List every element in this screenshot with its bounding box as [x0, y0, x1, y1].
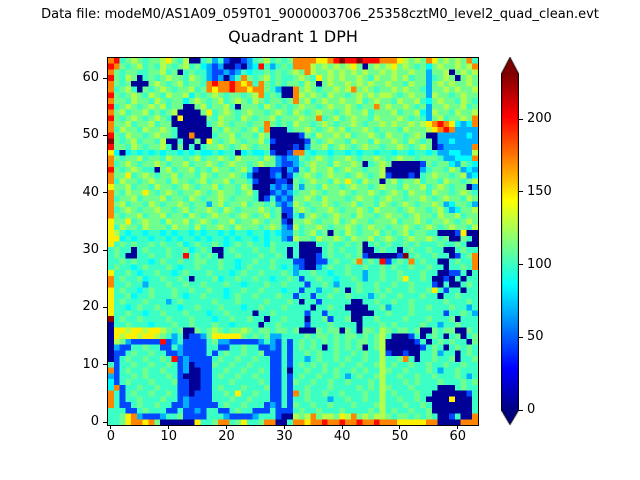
- x-tick-mark: [457, 425, 459, 429]
- heatmap-image: [108, 58, 478, 425]
- colorbar-tick-label: 150: [527, 183, 552, 199]
- x-tick-mark: [110, 425, 112, 429]
- y-tick-label: 50: [82, 127, 99, 143]
- colorbar-tick-mark: [519, 264, 523, 266]
- data-file-label: Data file: modeM0/AS1A09_059T01_90000037…: [41, 7, 599, 22]
- y-tick-label: 10: [82, 356, 99, 372]
- y-tick-mark: [103, 77, 107, 79]
- y-tick-mark: [103, 249, 107, 251]
- colorbar: [501, 57, 519, 426]
- y-tick-label: 20: [82, 299, 99, 315]
- colorbar-tick-mark: [519, 336, 523, 338]
- colorbar-tick-mark: [519, 191, 523, 193]
- colorbar-tick-label: 50: [527, 329, 544, 345]
- x-tick-label: 20: [218, 429, 235, 444]
- y-tick-mark: [103, 192, 107, 194]
- x-tick-label: 40: [333, 429, 351, 444]
- x-tick-label: 60: [449, 429, 467, 444]
- colorbar-tick-label: 100: [527, 256, 552, 272]
- colorbar-tick-label: 0: [527, 402, 536, 417]
- x-tick-label: 30: [276, 429, 293, 444]
- x-tick-mark: [283, 425, 285, 429]
- y-tick-label: 40: [82, 184, 99, 200]
- y-tick-label: 30: [82, 242, 99, 258]
- x-tick-mark: [399, 425, 401, 429]
- x-tick-mark: [226, 425, 228, 429]
- x-tick-label: 50: [391, 429, 409, 444]
- x-tick-mark: [168, 425, 170, 429]
- y-tick-label: 60: [82, 70, 99, 86]
- y-tick-mark: [103, 364, 107, 366]
- y-tick-label: 0: [90, 414, 99, 430]
- colorbar-tick-mark: [519, 409, 523, 411]
- y-tick-mark: [103, 306, 107, 308]
- y-tick-mark: [103, 421, 107, 423]
- colorbar-tick-label: 200: [527, 111, 552, 127]
- chart-title: Quadrant 1 DPH: [228, 27, 358, 46]
- colorbar-tick-mark: [519, 118, 523, 120]
- x-tick-label: 10: [160, 429, 177, 444]
- x-tick-mark: [341, 425, 343, 429]
- axes-frame: [107, 57, 479, 426]
- x-tick-label: 0: [106, 429, 116, 444]
- y-tick-mark: [103, 134, 107, 136]
